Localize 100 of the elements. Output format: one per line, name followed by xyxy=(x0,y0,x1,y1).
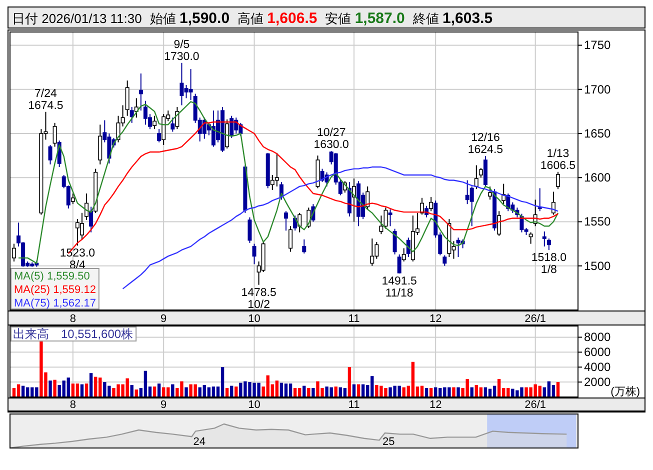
candlestick xyxy=(429,196,434,212)
candlestick xyxy=(84,193,89,220)
x-tick-label: 8 xyxy=(70,313,76,325)
candlestick xyxy=(48,144,52,165)
candlestick xyxy=(388,208,392,227)
candlestick xyxy=(89,206,94,233)
bar xyxy=(307,388,310,397)
candlestick xyxy=(138,72,143,112)
candlestick xyxy=(70,193,75,205)
candlestick xyxy=(130,106,134,124)
y-tick-label: 1650 xyxy=(584,126,612,140)
bar xyxy=(411,362,415,397)
candlestick xyxy=(125,80,130,116)
y-tick-label: 4000 xyxy=(584,360,612,374)
bar xyxy=(284,384,288,397)
bar xyxy=(312,388,315,397)
candlestick xyxy=(188,68,193,100)
candlestick xyxy=(162,114,166,146)
bar xyxy=(144,370,148,397)
x-tick-label: 24 xyxy=(193,436,206,448)
candlestick xyxy=(170,117,175,132)
y-tick-label: 1600 xyxy=(584,170,612,185)
candlestick xyxy=(392,228,397,255)
x-tick-label: 10 xyxy=(248,399,260,411)
y-tick-label: 1500 xyxy=(584,258,612,273)
bar xyxy=(48,380,52,397)
bar xyxy=(547,381,551,397)
chart-title: 日付 2026/01/13 11:30 xyxy=(12,11,142,26)
annotation: 9/5 1730.0 xyxy=(164,38,200,63)
annotation: 1/13 1606.5 xyxy=(540,148,576,172)
series-label: MA(5) 1,559.50 xyxy=(14,270,90,282)
candlestick xyxy=(248,216,252,244)
bar xyxy=(234,386,238,397)
x-tick-label: 10 xyxy=(248,313,260,325)
candlestick xyxy=(384,207,388,230)
bar xyxy=(157,384,161,397)
x-tick-label: 9 xyxy=(160,399,167,411)
candlestick xyxy=(542,230,546,247)
candlestick xyxy=(302,238,306,254)
bar xyxy=(452,387,456,397)
bar xyxy=(152,386,156,397)
x-tick-label: 8 xyxy=(70,399,76,411)
x-tick-label: 26/1 xyxy=(524,313,546,325)
bar xyxy=(334,386,338,397)
candlestick xyxy=(538,188,542,212)
candlestick xyxy=(366,186,370,210)
candlestick xyxy=(442,254,447,266)
candlestick xyxy=(406,237,410,258)
y-tick-label: 1550 xyxy=(584,214,612,229)
chart-title: 出来高 10,551,600株 xyxy=(13,327,134,341)
annotation: 12/16 1624.5 xyxy=(468,132,504,156)
candlestick xyxy=(556,171,560,190)
bar xyxy=(497,379,501,397)
bar xyxy=(348,367,352,397)
candlestick xyxy=(175,106,180,130)
candlestick xyxy=(225,118,230,149)
candlestick xyxy=(397,254,402,274)
bar xyxy=(212,386,216,397)
text: MA(25) 1,559.12 xyxy=(14,284,96,296)
candlestick xyxy=(284,210,288,232)
annotation: 1491.5 11/18 xyxy=(382,275,417,300)
candlestick xyxy=(551,191,556,216)
bar xyxy=(76,384,80,397)
bar xyxy=(288,384,292,397)
candlestick xyxy=(98,124,102,165)
candlestick xyxy=(478,167,483,178)
candlestick xyxy=(488,186,492,200)
bar xyxy=(220,367,224,397)
bar xyxy=(66,378,70,397)
annotation: 1478.5 10/2 xyxy=(241,286,276,311)
x-tick-label: 11 xyxy=(348,313,360,325)
bar xyxy=(84,384,88,397)
bar xyxy=(53,380,56,397)
candlestick xyxy=(52,122,57,148)
candlestick xyxy=(528,232,533,244)
bar xyxy=(130,385,134,397)
y-tick-label: 1700 xyxy=(584,82,612,96)
x-tick-label: 25 xyxy=(382,436,395,448)
candlestick xyxy=(230,115,234,138)
y-tick-label: 2000 xyxy=(584,375,612,390)
bar xyxy=(184,387,188,397)
bar xyxy=(556,382,560,397)
text: 安値 1,587.0 xyxy=(325,10,405,27)
text: MA(75) 1,562.17 xyxy=(14,298,96,310)
candlestick xyxy=(370,238,374,266)
bar xyxy=(456,387,460,397)
x-tick-label: 9 xyxy=(160,313,167,325)
candlestick xyxy=(12,243,16,262)
y-tick-label: 6000 xyxy=(584,345,612,360)
candlestick xyxy=(152,115,157,130)
candlestick xyxy=(274,152,279,187)
bar xyxy=(94,376,98,397)
candlestick xyxy=(288,226,293,252)
bar xyxy=(89,373,93,397)
x-tick-label: 12 xyxy=(429,399,442,411)
candlestick xyxy=(252,243,256,265)
bar xyxy=(171,384,174,397)
text: 高値 1,606.5 xyxy=(238,10,318,27)
candlestick xyxy=(470,186,474,227)
candlestick xyxy=(546,238,551,250)
